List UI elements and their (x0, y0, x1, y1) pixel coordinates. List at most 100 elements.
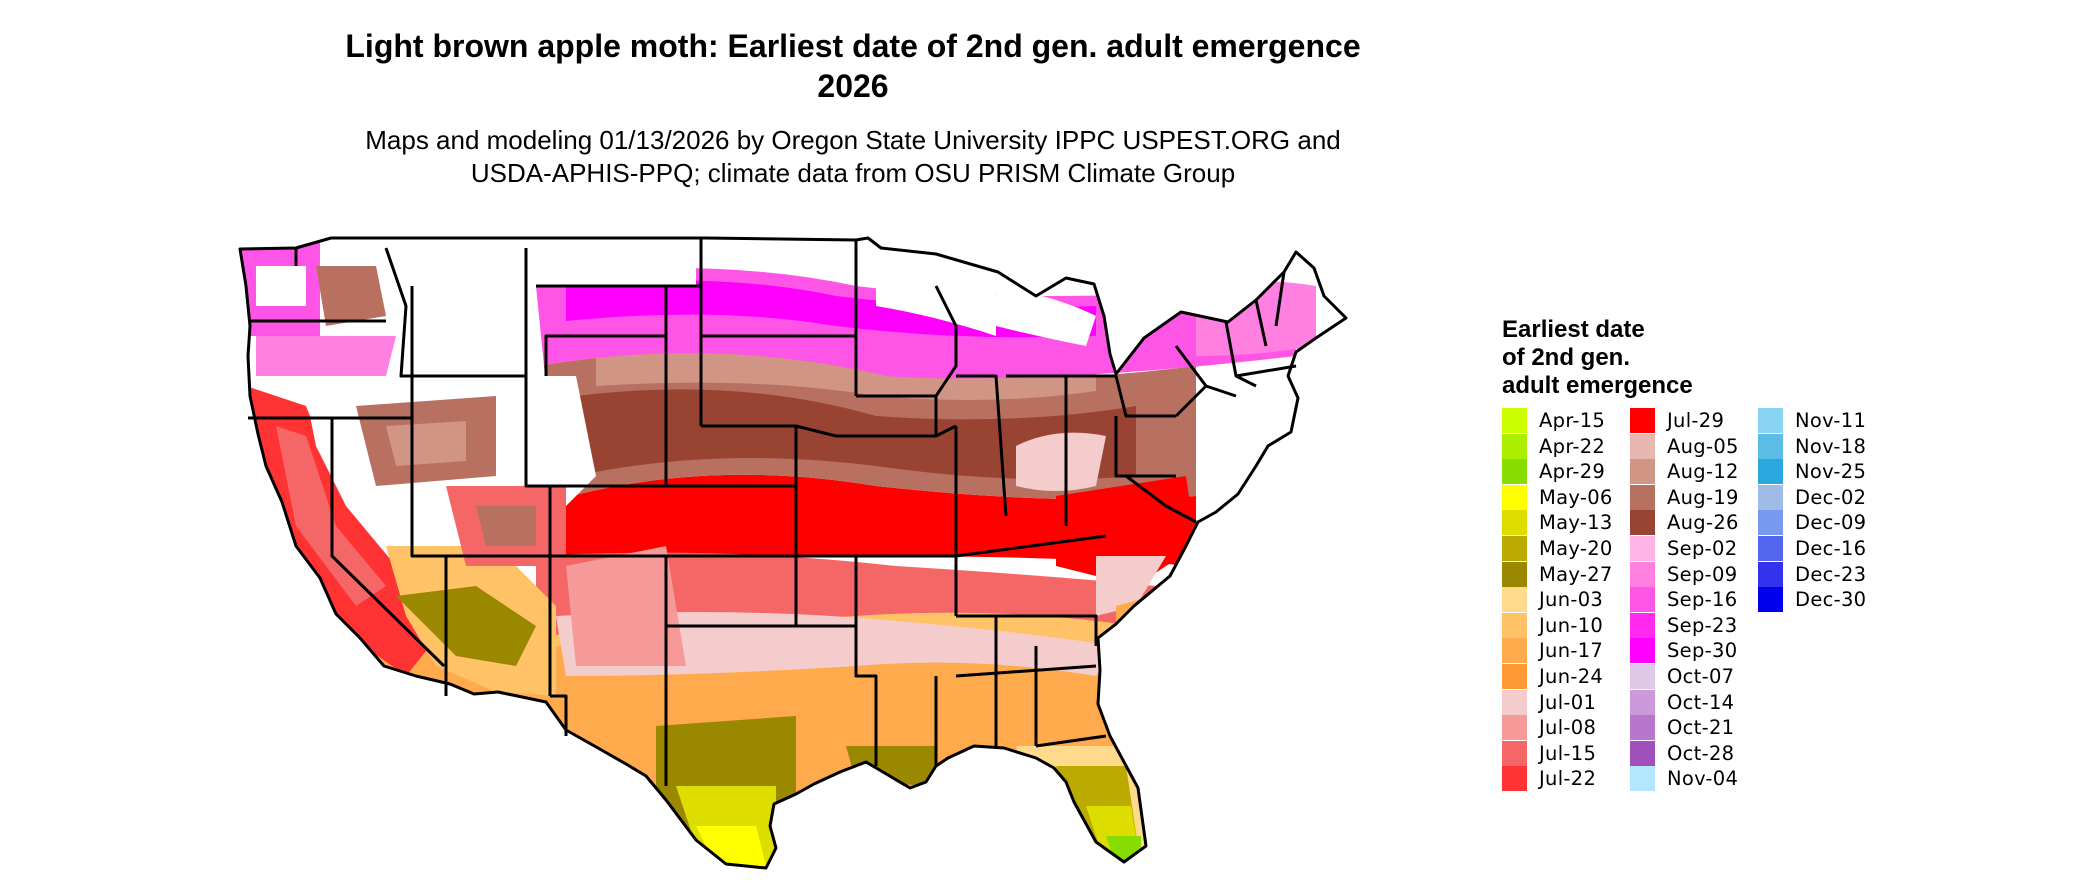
legend-label: May-20 (1539, 537, 1613, 560)
legend-item: Oct-28 (1630, 740, 1735, 766)
legend-title: Earliest date of 2nd gen. adult emergenc… (1502, 316, 1693, 400)
legend-swatch (1502, 484, 1527, 510)
legend-label: Apr-15 (1539, 409, 1606, 432)
legend-swatch (1630, 766, 1655, 792)
map-subtitle-line1: Maps and modeling 01/13/2026 by Oregon S… (365, 125, 1341, 155)
legend-label: Aug-05 (1667, 434, 1739, 458)
legend-swatch (1630, 638, 1655, 664)
legend-label: Nov-25 (1795, 460, 1867, 484)
map-subtitle-line2: USDA-APHIS-PPQ; climate data from OSU PR… (470, 158, 1236, 188)
legend-swatch (1630, 561, 1655, 587)
legend-swatch (1758, 510, 1783, 536)
legend-label: Nov-11 (1795, 409, 1867, 432)
legend-swatch (1630, 510, 1655, 536)
legend-label: Dec-16 (1795, 537, 1867, 560)
legend-label: Sep-23 (1667, 613, 1738, 637)
legend-label: Dec-23 (1795, 562, 1867, 586)
legend-item: Apr-15 (1502, 408, 1605, 433)
legend-label: Oct-28 (1667, 741, 1735, 765)
legend-title-line1: Earliest date (1502, 316, 1645, 343)
legend-label: Aug-12 (1667, 460, 1739, 484)
legend-swatch (1502, 408, 1527, 433)
legend-label: Jul-01 (1539, 690, 1597, 714)
legend-label: Nov-04 (1667, 767, 1739, 791)
legend-swatch (1758, 459, 1783, 485)
legend-item: Dec-09 (1758, 510, 1867, 536)
legend-swatch (1630, 715, 1655, 741)
legend-swatch (1630, 536, 1655, 561)
legend-label: Aug-19 (1667, 485, 1739, 509)
state-borders (238, 236, 1348, 870)
legend-item: Sep-09 (1630, 561, 1738, 587)
legend-swatch (1502, 459, 1527, 485)
legend-swatch (1758, 561, 1783, 587)
legend-label: May-13 (1539, 511, 1613, 535)
legend-swatch (1630, 664, 1655, 689)
legend-swatch (1502, 612, 1527, 638)
legend-swatch (1502, 638, 1527, 664)
legend-swatch (1502, 433, 1527, 459)
legend-label: Sep-09 (1667, 562, 1738, 586)
legend-item: Oct-21 (1630, 715, 1735, 741)
legend-swatch (1502, 715, 1527, 741)
legend-label: Sep-16 (1667, 588, 1738, 612)
legend-label: Apr-22 (1539, 434, 1606, 458)
legend-label: Apr-29 (1539, 460, 1606, 484)
legend-label: Jul-08 (1539, 716, 1597, 740)
legend-item: Aug-05 (1630, 433, 1739, 459)
legend-swatch (1758, 484, 1783, 510)
legend-swatch (1502, 536, 1527, 561)
legend-title-line2: of 2nd gen. (1502, 344, 1630, 371)
legend-item: Jul-22 (1502, 766, 1597, 792)
legend-swatch (1502, 689, 1527, 715)
legend-item: Sep-23 (1630, 612, 1738, 638)
legend-label: Dec-09 (1795, 511, 1867, 535)
legend-item: Dec-02 (1758, 484, 1867, 510)
legend-item: Apr-22 (1502, 433, 1606, 459)
legend-item: Dec-30 (1758, 587, 1867, 613)
legend-item: Dec-16 (1758, 536, 1866, 561)
legend-label: Dec-02 (1795, 485, 1867, 509)
legend-item: Oct-14 (1630, 689, 1734, 715)
legend-label: Jul-29 (1667, 409, 1725, 432)
legend-item: Jul-29 (1630, 408, 1724, 433)
legend-item: Sep-30 (1630, 638, 1737, 664)
legend-label: Dec-30 (1795, 588, 1867, 612)
legend-label: May-27 (1539, 562, 1613, 586)
legend-swatch (1630, 689, 1655, 715)
legend-label: Sep-02 (1667, 537, 1738, 560)
legend-item: Nov-04 (1630, 766, 1739, 792)
legend-swatch (1502, 587, 1527, 613)
legend-swatch (1630, 587, 1655, 613)
legend-label: Jun-24 (1539, 665, 1604, 688)
legend-item: Aug-12 (1630, 459, 1739, 485)
legend-item: May-20 (1502, 536, 1613, 561)
legend-label: Jul-22 (1539, 767, 1597, 791)
legend-item: Jul-15 (1502, 740, 1597, 766)
legend-item: Jul-01 (1502, 689, 1597, 715)
legend-label: Jul-15 (1539, 741, 1597, 765)
us-map (236, 226, 1466, 886)
legend-swatch (1630, 459, 1655, 485)
legend-item: Aug-26 (1630, 510, 1739, 536)
legend-label: Oct-21 (1667, 716, 1735, 740)
legend-swatch (1502, 561, 1527, 587)
legend: Apr-15 Apr-22 Apr-29 May-06 May-13 May-20 May-… (1502, 408, 1922, 798)
legend-swatch (1630, 740, 1655, 766)
legend-label: Oct-07 (1667, 665, 1735, 688)
legend-item: Oct-07 (1630, 664, 1734, 689)
legend-swatch (1502, 510, 1527, 536)
legend-item: Nov-11 (1758, 408, 1866, 433)
legend-swatch (1758, 433, 1783, 459)
legend-label: Jun-03 (1539, 588, 1604, 612)
legend-label: Jun-10 (1539, 613, 1604, 637)
legend-item: Nov-18 (1758, 433, 1866, 459)
legend-label: May-06 (1539, 485, 1613, 509)
legend-item: Apr-29 (1502, 459, 1606, 485)
legend-title-line3: adult emergence (1502, 372, 1693, 399)
legend-swatch (1502, 664, 1527, 689)
legend-label: Aug-26 (1667, 511, 1739, 535)
map-title-line1: Light brown apple moth: Earliest date of… (345, 28, 1361, 64)
legend-swatch (1502, 766, 1527, 792)
legend-swatch (1630, 484, 1655, 510)
